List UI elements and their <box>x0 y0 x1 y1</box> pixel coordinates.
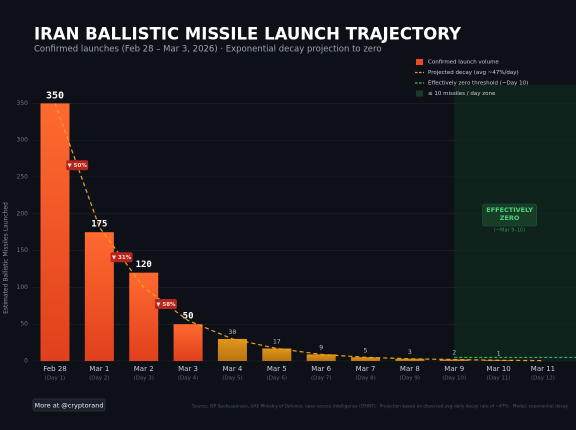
legend-label: ≤ 10 missiles / day zone <box>428 91 496 97</box>
value-label: 120 <box>136 260 152 270</box>
drop-badge <box>154 298 177 309</box>
x-day-label: (Day 9) <box>400 376 420 382</box>
legend-swatch <box>416 59 423 65</box>
value-label: 175 <box>91 220 107 230</box>
x-day-label: (Day 7) <box>311 376 331 382</box>
x-tick-label: Mar 8 <box>400 365 420 373</box>
x-day-label: (Day 6) <box>267 376 287 382</box>
y-tick-label: 0 <box>24 358 28 365</box>
x-tick-label: Feb 28 <box>43 365 67 373</box>
y-axis-label: Estimated Ballistic Missiles Launched <box>3 202 10 314</box>
y-tick-label: 150 <box>17 247 29 254</box>
value-label: 50 <box>183 312 194 322</box>
zone-label: EFFECTIVELY ZERO <box>486 206 533 222</box>
bar <box>395 358 425 361</box>
zone-label-line: EFFECTIVELY <box>486 206 533 214</box>
bar <box>351 357 381 361</box>
x-tick-label: Mar 1 <box>89 365 109 373</box>
zone-sublabel: (~Mar 9–10) <box>494 228 525 234</box>
drop-label: ▼ 58% <box>156 302 176 308</box>
legend-swatch <box>416 90 423 97</box>
legend-label: Effectively zero threshold (~Day 10) <box>428 81 528 87</box>
bar <box>40 103 70 362</box>
drop-label: ▼ 50% <box>68 163 88 169</box>
y-tick-label: 100 <box>17 284 29 291</box>
value-label: 2 <box>452 349 456 357</box>
x-tick-label: Mar 4 <box>222 365 242 373</box>
footer-button-label[interactable]: More at @cryptorand <box>35 402 104 410</box>
drop-badge <box>110 252 133 263</box>
value-label: 30 <box>229 328 237 336</box>
y-tick-label: 300 <box>17 137 29 144</box>
y-tick-label: 250 <box>17 174 29 181</box>
bar <box>439 359 469 361</box>
drop-label: ▼ 31% <box>112 255 132 261</box>
bar <box>173 324 203 361</box>
x-tick-label: Mar 10 <box>486 365 510 373</box>
decay-line <box>54 103 543 362</box>
x-tick-label: Mar 11 <box>531 365 555 373</box>
zone-label-line: ZERO <box>500 214 520 222</box>
x-tick-label: Mar 9 <box>444 365 464 373</box>
y-tick-label: 350 <box>17 100 29 107</box>
drop-badge <box>66 160 89 171</box>
value-label: 17 <box>273 337 281 345</box>
bar <box>129 272 159 361</box>
value-label: 9 <box>319 343 323 351</box>
x-day-label: (Day 1) <box>45 376 65 382</box>
source: Source: ISP Spokesperson, UAE Ministry o… <box>192 404 568 410</box>
x-tick-label: Mar 7 <box>356 365 376 373</box>
subtitle: Confirmed launches (Feb 28 – Mar 3, 2026… <box>34 45 382 55</box>
value-label: 1 <box>497 349 501 357</box>
value-label: 3 <box>408 348 412 356</box>
bar <box>217 338 247 361</box>
x-day-label: (Day 3) <box>134 376 154 382</box>
footer-button[interactable] <box>32 398 106 412</box>
x-day-label: (Day 10) <box>442 376 466 382</box>
x-tick-label: Mar 2 <box>134 365 154 373</box>
title: IRAN BALLISTIC MISSILE LAUNCH TRAJECTORY <box>34 25 462 44</box>
x-tick-label: Mar 6 <box>311 365 331 373</box>
x-day-label: (Day 4) <box>178 376 198 382</box>
x-day-label: (Day 8) <box>355 376 375 382</box>
legend-label: Projected decay (avg ~47%/day) <box>428 70 519 76</box>
value-label: 350 <box>46 90 64 101</box>
x-day-label: (Day 11) <box>487 376 511 382</box>
y-tick-label: 50 <box>20 321 28 328</box>
value-label: 5 <box>364 346 368 354</box>
y-tick-label: 200 <box>17 210 29 217</box>
x-day-label: (Day 12) <box>531 376 555 382</box>
x-day-label: (Day 5) <box>222 376 242 382</box>
zone-box <box>482 203 537 227</box>
x-tick-label: Mar 3 <box>178 365 198 373</box>
bar <box>262 348 292 361</box>
x-tick-label: Mar 5 <box>267 365 287 373</box>
bar <box>84 232 114 361</box>
bar <box>306 354 336 361</box>
x-day-label: (Day 2) <box>89 376 109 382</box>
legend-label: Confirmed launch volume <box>428 60 499 66</box>
